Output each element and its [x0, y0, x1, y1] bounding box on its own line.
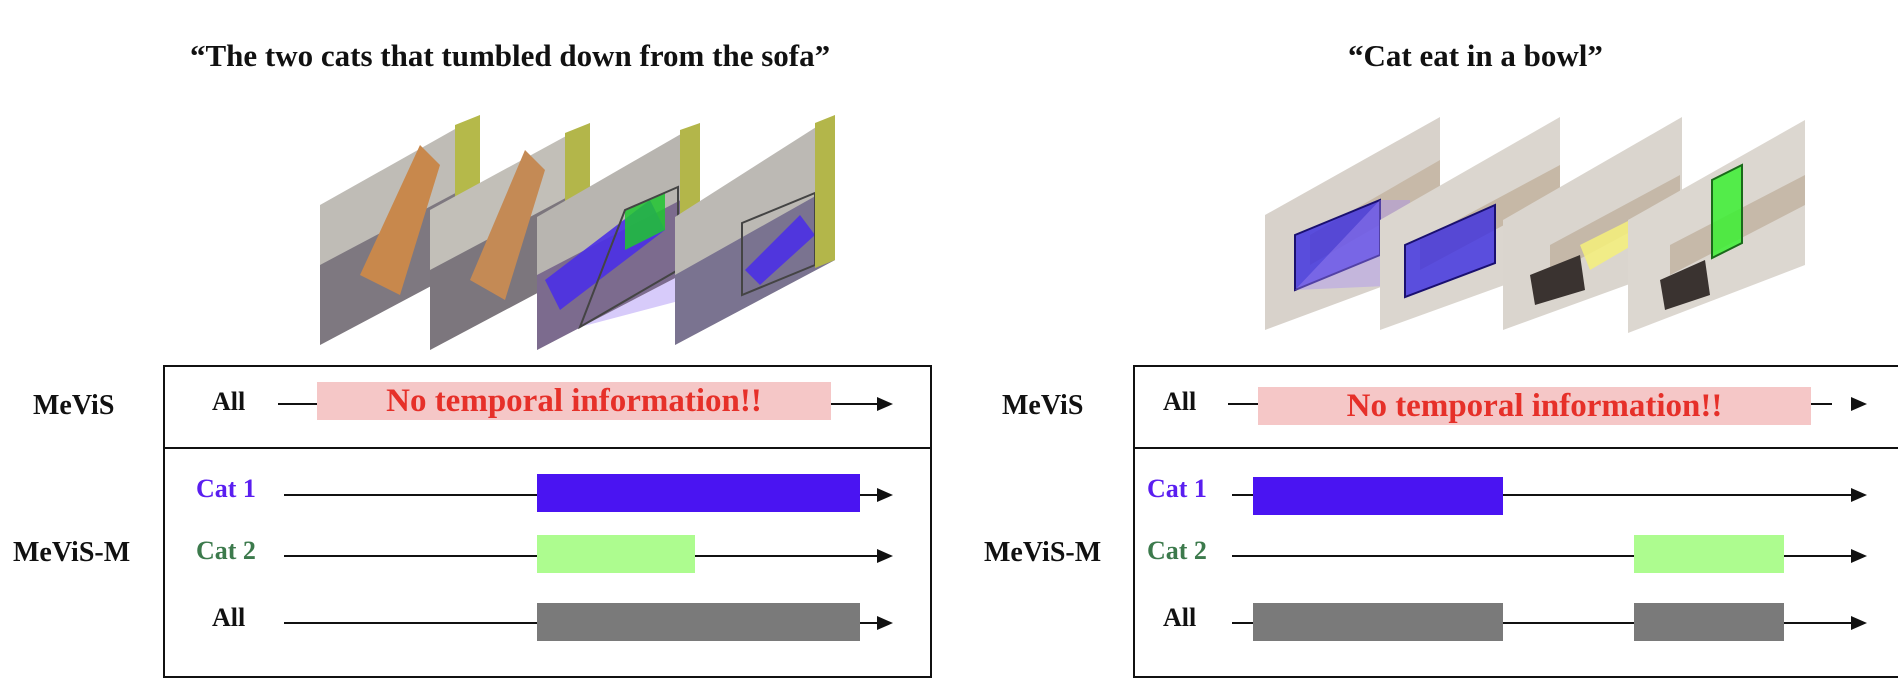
video-frame	[675, 115, 835, 345]
timeline-line	[1232, 622, 1854, 624]
timeline-box-left	[163, 365, 932, 678]
row-label-all: All	[212, 603, 246, 632]
segment-cat1	[536, 474, 861, 512]
arrowhead-icon	[877, 488, 893, 502]
timeline-box-right	[1133, 365, 1898, 678]
box-divider	[1135, 447, 1898, 449]
no-temporal-banner: No temporal information!!	[317, 382, 831, 420]
arrowhead-icon	[1851, 616, 1867, 630]
video-frame	[1628, 120, 1805, 333]
box-divider	[165, 447, 930, 449]
segment-cat2	[536, 535, 696, 573]
row-label-cat2: Cat 2	[196, 536, 256, 565]
row-label-all: All	[1163, 603, 1197, 632]
mevis-m-label: MeViS-M	[13, 537, 131, 568]
no-temporal-banner: No temporal information!!	[1258, 387, 1811, 425]
right-panel: “Cat eat in a bowl”	[970, 0, 1898, 692]
caption-left: “The two cats that tumbled down from the…	[190, 38, 831, 73]
left-panel: “The two cats that tumbled down from the…	[13, 38, 932, 678]
timeline-line	[1232, 494, 1854, 496]
row-label-all: All	[1163, 387, 1197, 416]
segment-all	[1634, 603, 1785, 641]
row-label-all: All	[212, 387, 246, 416]
row-label-cat1: Cat 1	[1147, 474, 1207, 503]
mevis-label: MeViS	[33, 390, 115, 421]
arrowhead-icon	[877, 616, 893, 630]
arrowhead-icon	[1851, 488, 1867, 502]
row-label-cat1: Cat 1	[196, 474, 256, 503]
arrowhead-icon	[1851, 397, 1867, 411]
row-label-cat2: Cat 2	[1147, 536, 1207, 565]
video-frames-right	[1265, 117, 1805, 333]
segment-all	[1253, 603, 1503, 641]
arrowhead-icon	[877, 397, 893, 411]
caption-right: “Cat eat in a bowl”	[1348, 38, 1603, 73]
segment-all	[536, 603, 861, 641]
segment-cat2	[1634, 535, 1785, 573]
timeline-line	[1232, 555, 1854, 557]
arrowhead-icon	[1851, 549, 1867, 563]
arrowhead-icon	[877, 549, 893, 563]
segment-cat1	[1253, 477, 1503, 515]
video-frames-left	[320, 115, 835, 350]
mevis-label: MeViS	[1002, 390, 1084, 421]
mevis-m-label: MeViS-M	[984, 537, 1102, 568]
